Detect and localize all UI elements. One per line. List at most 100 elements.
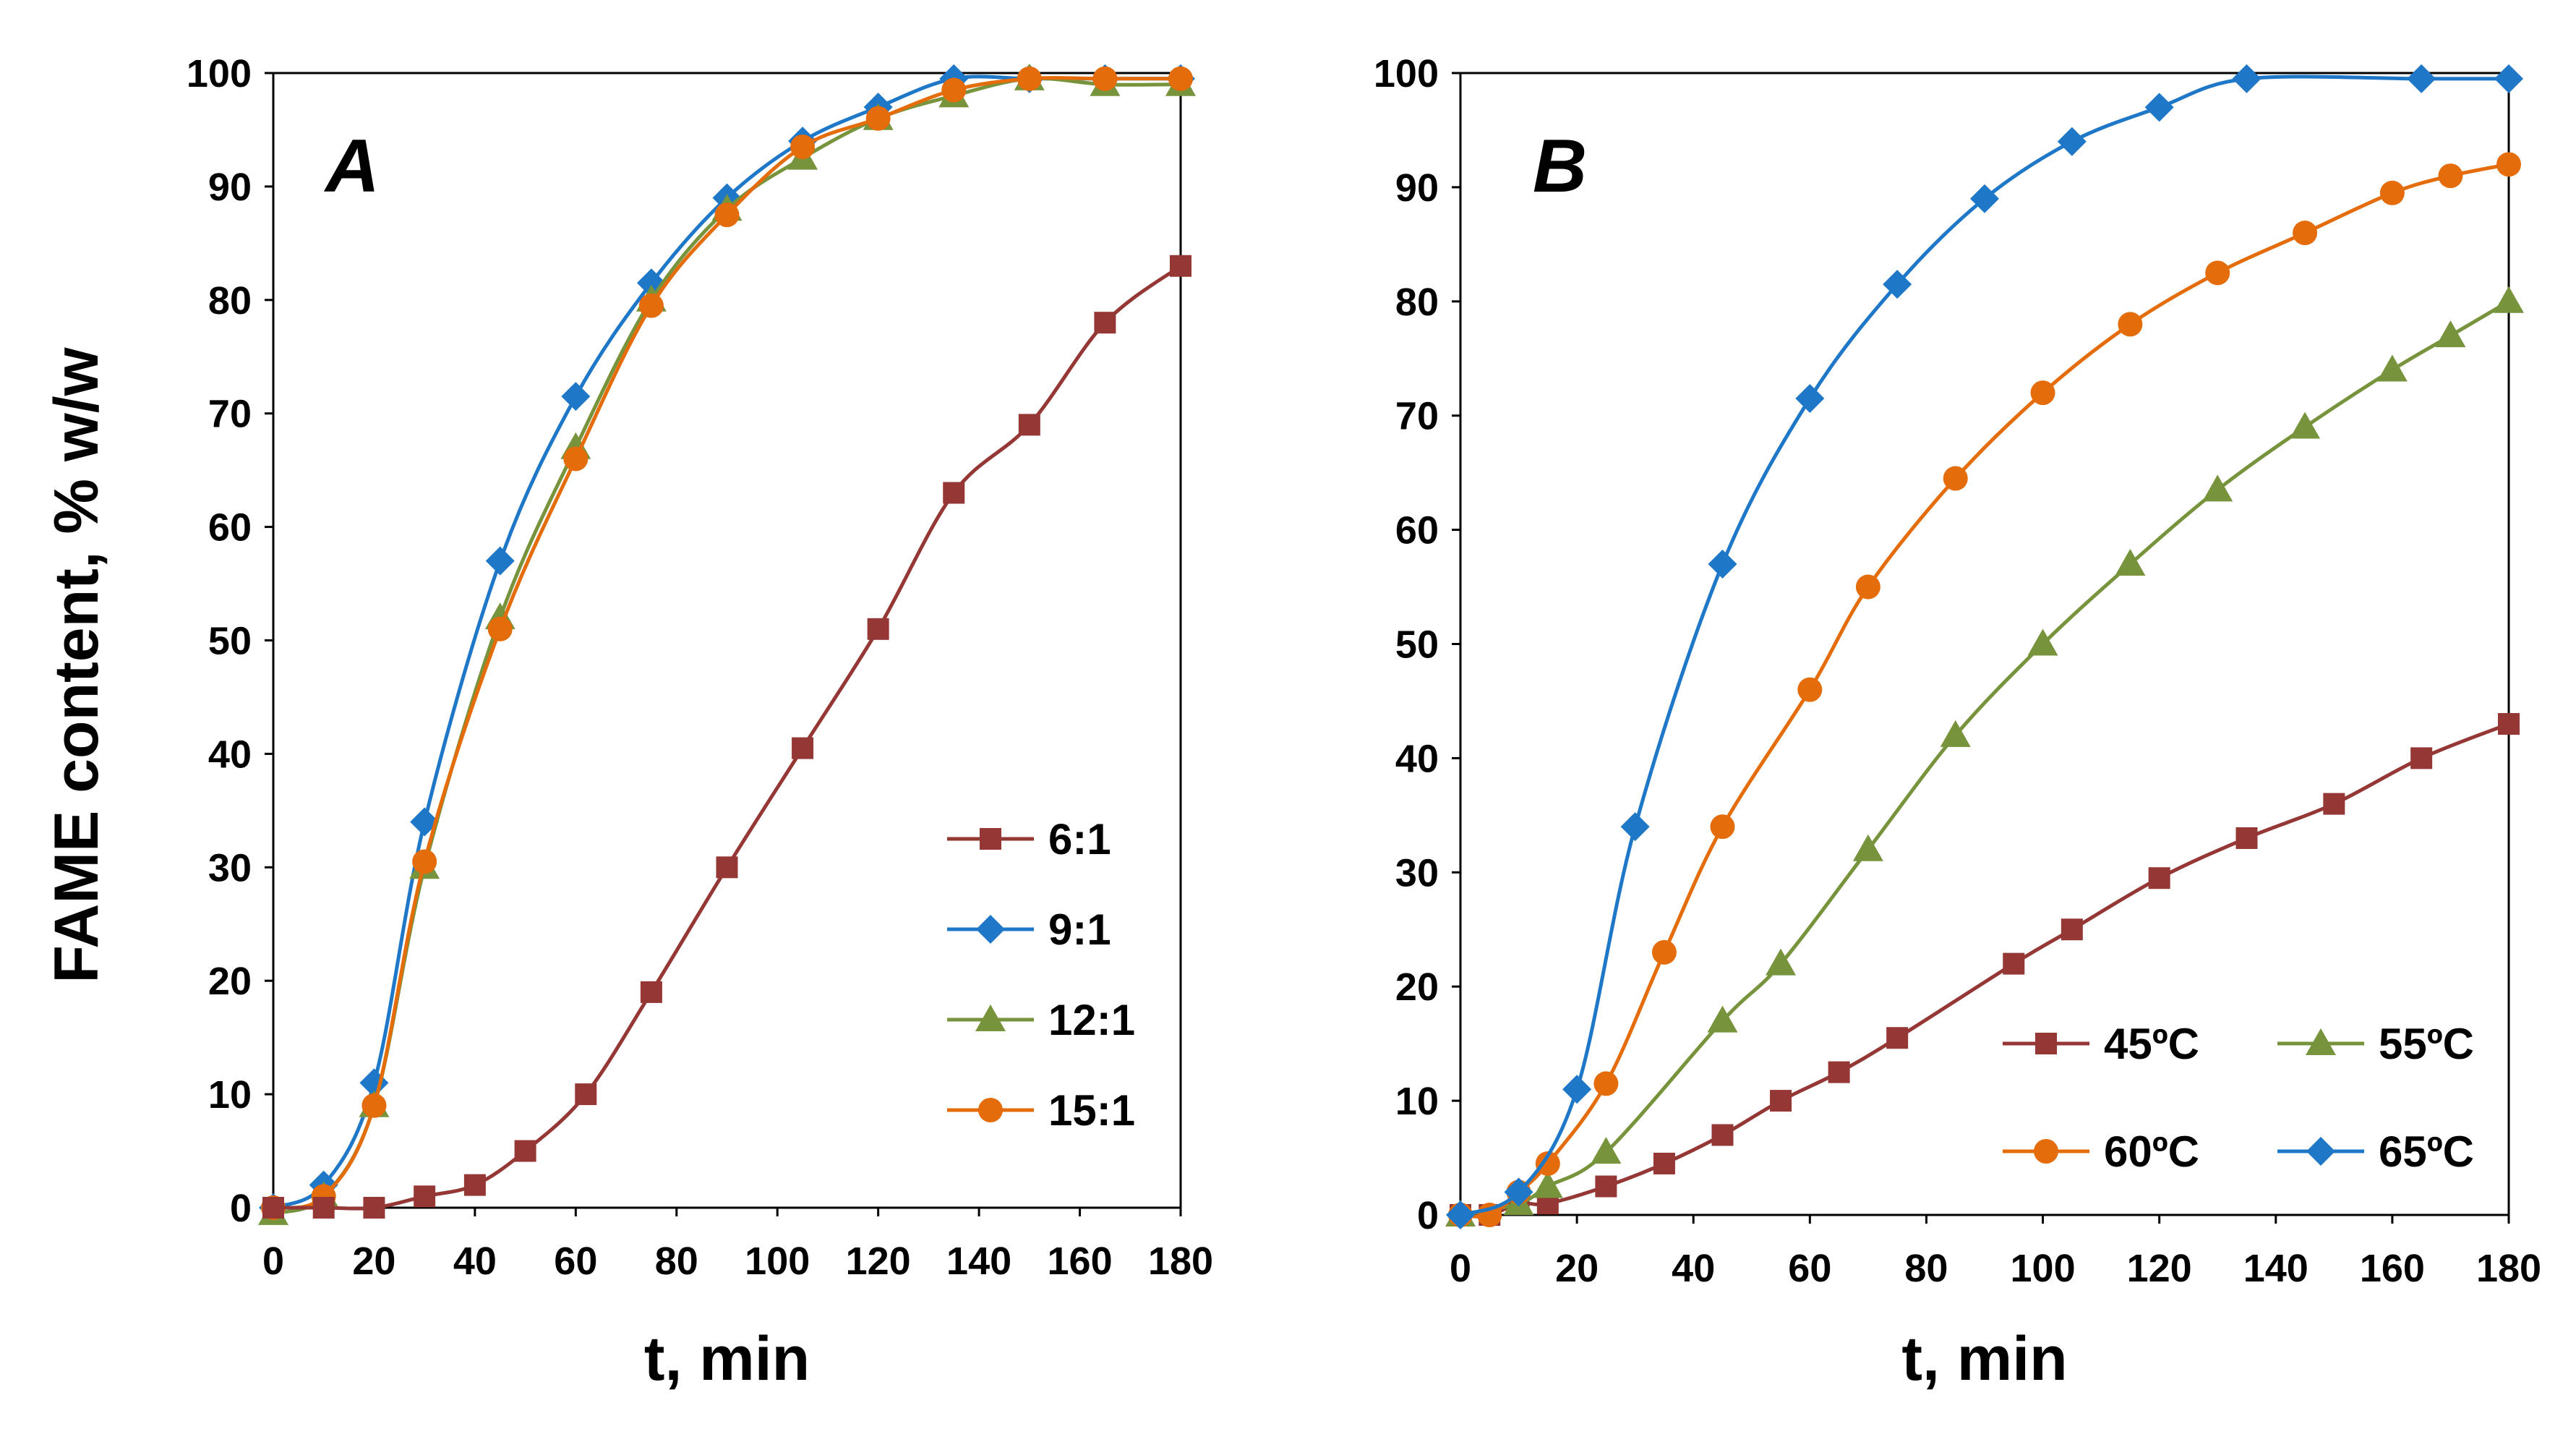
- data-point: [2376, 354, 2408, 382]
- legend-marker: [976, 915, 1005, 944]
- legend-label: 9:1: [1048, 905, 1111, 954]
- data-point: [2494, 64, 2523, 93]
- data-point: [361, 1093, 387, 1118]
- data-point: [2498, 713, 2520, 735]
- legend-label: 12:1: [1048, 996, 1135, 1044]
- chart-panel-b: 0 10 20 30 40 50 60 70 80 90 100 0 20 40 60 80 100 120 140…: [1374, 52, 2541, 1394]
- x-tick-label: 80: [655, 1240, 698, 1283]
- y-tick-label: 70: [208, 393, 252, 436]
- data-point: [1970, 184, 1999, 213]
- data-point: [1855, 574, 1880, 600]
- x-tick-label: 40: [1672, 1247, 1715, 1290]
- data-point: [716, 856, 738, 879]
- y-tick-label: 50: [208, 620, 252, 663]
- legend-marker: [2034, 1139, 2058, 1164]
- data-point: [714, 202, 740, 228]
- panel-letter: B: [1533, 124, 1587, 208]
- series-60-C: [1448, 152, 2521, 1227]
- data-point: [2290, 411, 2321, 439]
- data-point: [414, 1185, 436, 1208]
- data-point: [463, 1174, 486, 1196]
- y-tick-label: 90: [208, 166, 252, 209]
- y-tick-label: 90: [1395, 166, 1439, 210]
- data-point: [561, 382, 591, 411]
- legend-entry: 45ºC: [2003, 1020, 2199, 1068]
- x-tick-label: 0: [262, 1240, 284, 1283]
- data-point: [1943, 466, 1968, 491]
- legend: 45ºC 55ºC 60ºC 65ºC: [2003, 1020, 2474, 1176]
- x-tick-label: 20: [352, 1240, 395, 1283]
- data-point: [1651, 939, 1677, 965]
- data-point: [1653, 1152, 1675, 1174]
- legend-entry: 12:1: [947, 996, 1135, 1044]
- x-tick-label: 180: [1148, 1240, 1213, 1283]
- data-point: [1595, 1175, 1617, 1198]
- data-point: [2293, 221, 2318, 246]
- series-line: [1460, 299, 2510, 1217]
- data-point: [485, 546, 515, 576]
- data-point: [2379, 180, 2405, 205]
- data-point: [563, 446, 589, 472]
- x-tick-label: 180: [2476, 1247, 2541, 1290]
- data-point: [1170, 255, 1191, 277]
- x-tick-label: 20: [1555, 1247, 1599, 1290]
- data-point: [363, 1197, 385, 1219]
- legend-entry: 60ºC: [2003, 1127, 2199, 1176]
- y-tick-label: 20: [208, 960, 252, 1003]
- x-axis-title: t, min: [644, 1324, 810, 1394]
- data-point: [1707, 1005, 1738, 1033]
- legend-marker: [2035, 1033, 2057, 1054]
- data-point: [1770, 1090, 1792, 1112]
- data-point: [1766, 948, 1797, 976]
- data-point: [867, 618, 889, 640]
- y-tick-label: 30: [1395, 851, 1439, 895]
- data-point: [943, 482, 965, 504]
- series-line: [1460, 162, 2509, 1219]
- data-point: [1168, 66, 1193, 91]
- series-line: [273, 76, 1181, 1210]
- data-point: [1532, 1171, 1563, 1198]
- y-axis-title: FAME content, % w/w: [42, 346, 111, 983]
- data-point: [2030, 380, 2055, 406]
- y-tick-label: 80: [1395, 281, 1439, 324]
- y-tick-label: 60: [208, 506, 252, 550]
- y-tick-label: 0: [230, 1187, 252, 1230]
- legend-entry: 9:1: [947, 905, 1111, 954]
- data-point: [2202, 474, 2233, 502]
- y-tick-label: 80: [208, 279, 252, 323]
- data-point: [2148, 867, 2170, 890]
- data-point: [514, 1140, 536, 1162]
- x-tick-label: 120: [2127, 1247, 2192, 1290]
- x-tick-label: 40: [453, 1240, 497, 1283]
- data-point: [1092, 66, 1118, 91]
- series-6-1: [262, 255, 1191, 1219]
- series-65-C: [1446, 64, 2523, 1229]
- x-tick-label: 140: [946, 1240, 1011, 1283]
- legend-entry: 55ºC: [2277, 1020, 2474, 1068]
- y-tick-label: 100: [187, 52, 252, 95]
- x-tick-label: 60: [1788, 1247, 1831, 1290]
- series-line: [273, 264, 1182, 1211]
- data-point: [2205, 260, 2230, 286]
- data-point: [1797, 677, 1823, 702]
- legend-marker: [980, 828, 1001, 850]
- data-point: [1828, 1061, 1850, 1083]
- data-point: [1593, 1071, 1619, 1096]
- data-point: [1446, 1200, 1475, 1229]
- x-tick-label: 60: [554, 1240, 597, 1283]
- data-point: [2435, 320, 2466, 348]
- x-tick-label: 120: [846, 1240, 911, 1283]
- data-point: [2323, 793, 2345, 815]
- legend-label: 6:1: [1048, 815, 1111, 863]
- data-point: [1620, 812, 1650, 842]
- series-9-1: [259, 64, 1195, 1222]
- data-point: [2144, 93, 2174, 122]
- data-point: [640, 981, 662, 1003]
- legend-marker: [975, 1004, 1006, 1031]
- y-tick-label: 20: [1395, 965, 1439, 1009]
- data-point: [2410, 747, 2433, 769]
- legend-marker: [2306, 1028, 2336, 1055]
- series-line: [272, 74, 1181, 1210]
